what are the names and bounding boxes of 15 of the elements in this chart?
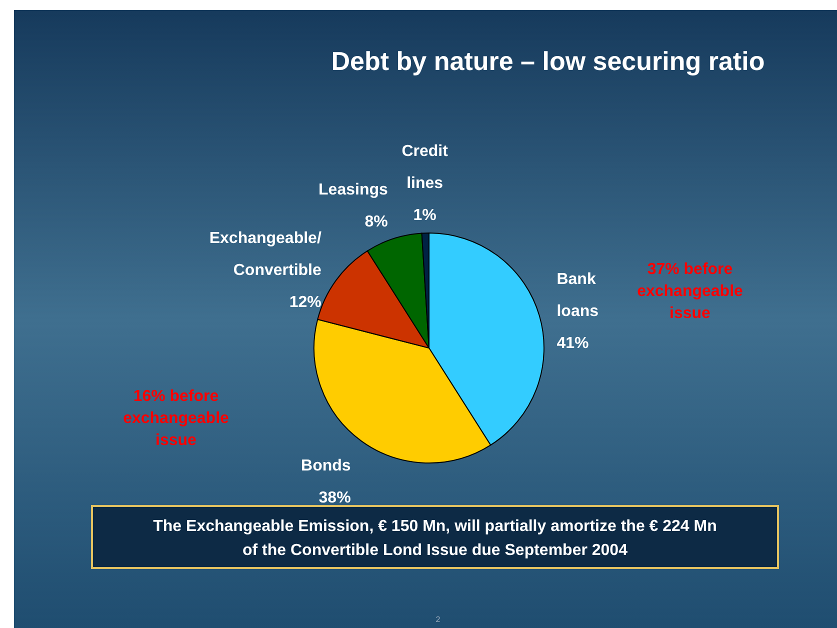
data-label: 12% xyxy=(289,294,322,311)
slice-label: Exchangeable/ Convertible xyxy=(209,230,322,279)
data-label: 41% xyxy=(556,334,589,352)
text: The Exchangeable Emission, € 150 Mn, will partially amortize the € 224 Mn of the Convertible Lond Issue due September 2004 xyxy=(153,518,717,559)
data-label: 1% xyxy=(413,207,436,224)
slice-label: Bonds xyxy=(301,458,351,475)
text: 16% before exchangeable issue xyxy=(123,388,230,449)
data-label: 38% xyxy=(318,490,351,507)
text: 37% before exchangeable issue xyxy=(637,261,744,322)
slice-label: Leasings xyxy=(318,182,388,199)
text: 2 xyxy=(436,615,441,624)
chart-title: Debt by nature – low securing ratio xyxy=(331,46,765,76)
data-label: 8% xyxy=(364,214,388,231)
slice-label: Credit lines xyxy=(402,143,449,192)
slice-label: Bank loans xyxy=(556,270,599,320)
